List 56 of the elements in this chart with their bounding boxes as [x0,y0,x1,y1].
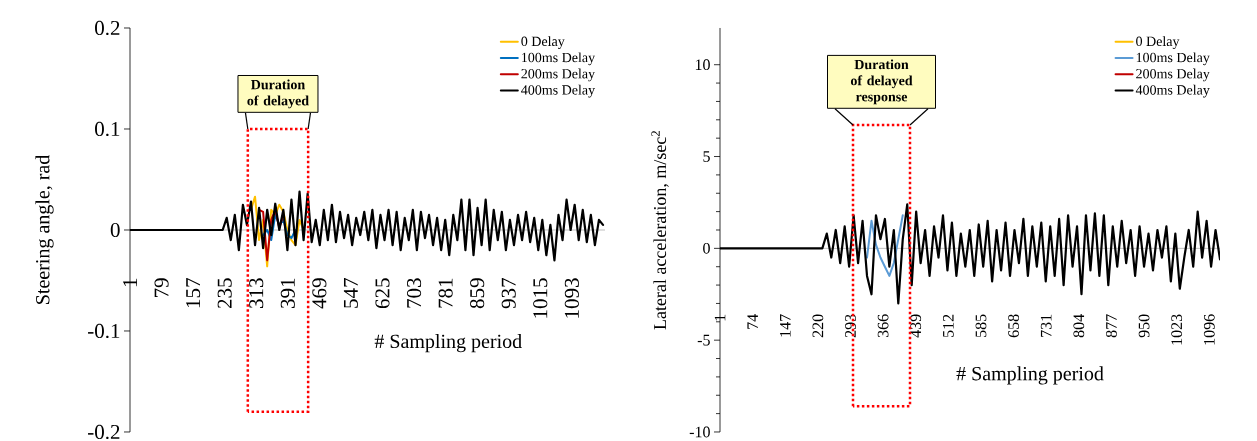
y-tick-label: -10 [689,426,710,438]
x-tick-label: 469 [312,278,327,309]
x-tick-label: 804 [1073,314,1085,338]
line-series [866,214,904,277]
x-tick-label: 220 [812,314,824,338]
x-tick-label: 74 [747,314,758,329]
legend-label: 100ms Delay [522,52,596,66]
x-tick-label: 79 [154,278,169,298]
x-tick-label: 439 [910,314,922,338]
annotation: Duration of delayed response [850,59,913,105]
y-tick-label: 10 [695,59,710,71]
x-tick-label: 1023 [1171,314,1183,345]
y-tick-label: 0 [703,242,710,254]
x-tick-label: 950 [1138,314,1150,338]
x-tick-label: 313 [249,278,264,309]
x-tick-label: 366 [877,314,889,338]
line-series [262,213,297,242]
legend-label: 400ms Delay [521,84,596,98]
x-tick-label: 1093 [564,278,579,318]
x-tick-label: 658 [1008,314,1019,338]
legend-label: 0 Delay [521,36,565,49]
x-axis-title: # Sampling period [956,366,1104,385]
y-axis-title: Steering angle, rad [35,154,54,304]
y-tick-label: 0 [110,222,120,238]
x-axis-title: # Sampling period [374,334,522,353]
x-tick-label: 547 [343,278,358,308]
y-tick-label: 0.1 [95,121,120,137]
x-tick-label: 859 [470,278,485,309]
y-tick-label: 5 [703,151,710,162]
y-tick-label: -0.2 [88,424,120,440]
legend-label: 400ms Delay [1135,84,1210,98]
y-tick-label: -0.1 [88,323,120,339]
x-tick-label: 157 [186,278,201,308]
x-tick-label: 147 [779,314,791,337]
x-tick-label: 937 [501,278,516,309]
x-tick-label: 391 [280,278,295,309]
y-tick-label: 0.2 [95,20,120,36]
x-tick-label: 731 [1040,314,1052,337]
annotation: Duration of delayed [247,79,309,109]
y-axis-title: Lateral acceleration, m/sec$^{2}$ [651,131,669,330]
x-tick-label: 703 [406,278,422,308]
x-tick-label: 512 [942,314,954,337]
x-tick-label: 781 [438,278,453,308]
y-tick-label: -5 [697,334,710,346]
x-tick-label: 1 [123,278,137,287]
x-tick-label: 625 [375,278,390,309]
x-tick-label: 1096 [1203,314,1215,345]
x-tick-label: 235 [217,278,232,309]
x-tick-label: 1015 [533,278,548,318]
legend-label: 100ms Delay [1136,52,1210,66]
x-tick-label: 585 [975,314,987,337]
legend-label: 200ms Delay [1136,68,1210,82]
legend-label: 200ms Delay [521,68,596,82]
x-tick-label: 877 [1106,314,1117,338]
x-tick-label: 1 [714,314,726,321]
legend-label: 0 Delay [1136,36,1180,49]
